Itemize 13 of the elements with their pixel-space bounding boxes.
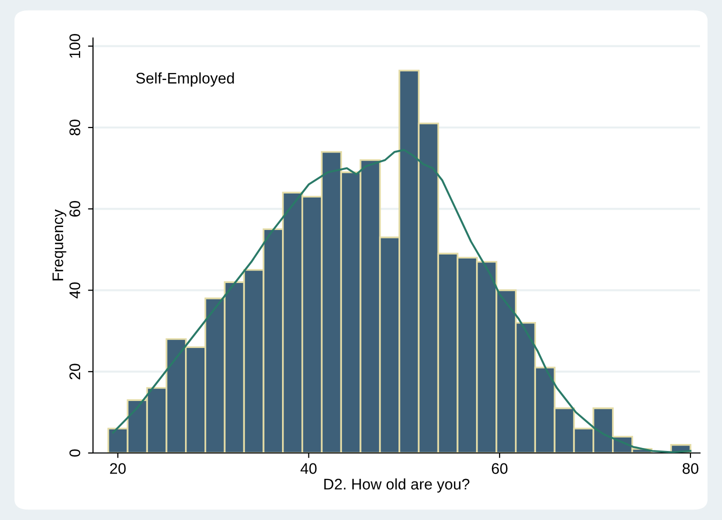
x-tick-label: 60	[492, 463, 508, 474]
y-axis-title: Frequency	[52, 209, 66, 280]
y-tick-label: 0	[69, 449, 80, 457]
x-tick-label: 80	[682, 463, 698, 474]
y-tick-label: 100	[69, 34, 80, 58]
y-tick-label: 20	[69, 364, 80, 380]
x-axis-title: D2. How old are you?	[324, 478, 470, 493]
x-tick-label: 20	[110, 463, 126, 474]
y-tick-label: 40	[69, 282, 80, 298]
y-tick-label: 60	[69, 200, 80, 217]
y-tick-label: 80	[69, 120, 80, 136]
x-tick-label: 40	[300, 463, 317, 474]
annotation: Self-Employed	[136, 72, 234, 87]
